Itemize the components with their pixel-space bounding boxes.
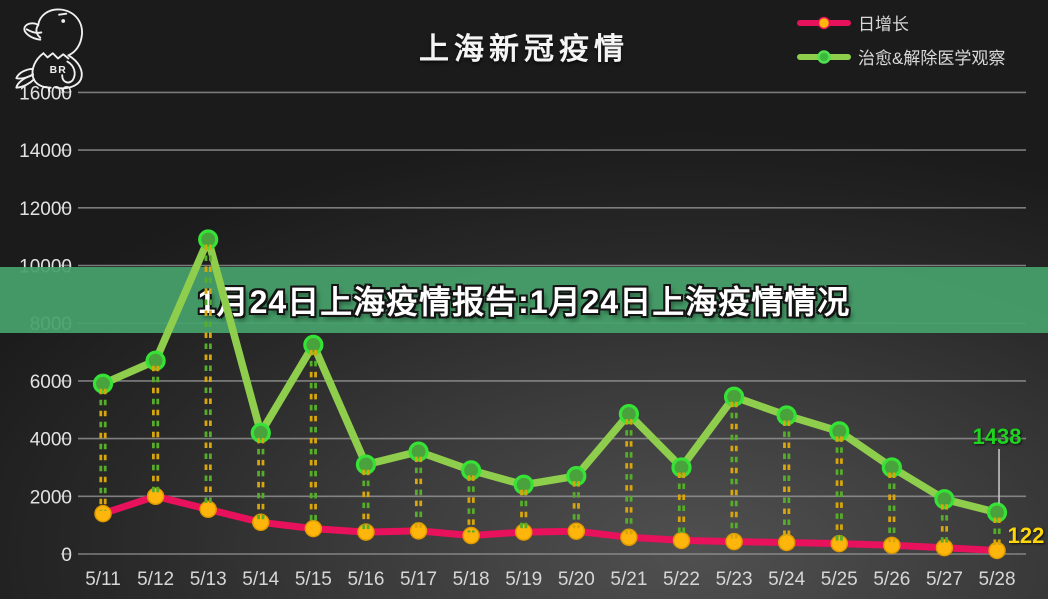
x-tick-label: 5/14	[242, 569, 279, 590]
legend-label-cured: 治愈&解除医学观察	[858, 49, 1006, 68]
x-tick-label: 5/27	[926, 569, 963, 590]
parrot-foot	[61, 87, 72, 92]
parrot-head	[23, 8, 83, 57]
data-point-cured	[145, 350, 166, 371]
data-point-daily-increase	[357, 523, 375, 541]
series-line-daily-increase	[99, 492, 1001, 554]
data-point-cured	[776, 405, 797, 426]
data-point-daily-increase	[146, 487, 165, 506]
y-tick-label: 0	[61, 545, 72, 566]
legend-item-daily-increase: 日增长	[796, 10, 1005, 35]
data-point-cured	[198, 229, 219, 250]
x-tick-label: 5/15	[295, 569, 332, 590]
chart-title: 上海新冠疫情	[419, 33, 629, 66]
parrot-foot	[48, 86, 57, 92]
chart-legend: 日增长 治愈&解除医学观察	[796, 10, 1005, 69]
data-point-daily-increase	[620, 528, 638, 547]
parrot-chest-letters: BR	[50, 65, 67, 76]
parrot-logo-icon: BR	[15, 8, 83, 92]
data-point-daily-increase	[514, 523, 533, 541]
headline-text: 1月24日上海疫情报告:1月24日上海疫情情况	[197, 284, 851, 320]
data-point-daily-increase	[830, 534, 849, 553]
data-point-cured	[723, 386, 745, 407]
x-tick-label: 5/20	[558, 569, 595, 590]
x-tick-label: 5/28	[979, 569, 1016, 590]
data-point-cured	[934, 489, 955, 510]
legend-marker-daily-increase-icon	[797, 16, 851, 29]
data-point-cured	[461, 460, 482, 481]
data-point-daily-increase	[725, 532, 743, 551]
headline-banner: 1月24日上海疫情报告:1月24日上海疫情情况	[0, 267, 1048, 333]
y-tick-label: 6000	[30, 372, 72, 393]
series-line-cured	[99, 235, 1001, 517]
data-point-daily-increase	[988, 541, 1006, 560]
parrot-eye	[61, 19, 66, 23]
data-point-daily-increase	[409, 522, 428, 540]
y-tick-label: 12000	[19, 199, 72, 220]
data-point-cured	[250, 422, 271, 443]
parrot-mouth	[25, 28, 43, 34]
data-point-cured	[303, 334, 324, 355]
x-tick-label: 5/13	[190, 569, 227, 590]
data-point-cured	[671, 457, 692, 478]
parrot-wing	[61, 60, 76, 84]
x-tick-label: 5/21	[610, 569, 647, 590]
x-tick-label: 5/12	[137, 569, 174, 590]
x-tick-label: 5/22	[663, 569, 700, 590]
data-point-daily-increase	[883, 536, 901, 555]
data-point-cured	[92, 373, 114, 394]
legend-label-daily-increase: 日增长	[858, 15, 909, 34]
x-tick-label: 5/16	[347, 569, 384, 590]
data-point-cured	[881, 457, 902, 478]
data-point-daily-increase	[777, 533, 796, 552]
data-point-cured	[829, 421, 850, 442]
x-tick-label: 5/24	[768, 569, 805, 590]
x-tick-label: 5/26	[873, 569, 910, 590]
x-tick-label: 5/18	[453, 569, 490, 590]
data-point-cured	[618, 403, 640, 425]
y-tick-label: 4000	[30, 430, 72, 451]
data-point-daily-increase	[567, 522, 586, 540]
x-tick-label: 5/25	[821, 569, 858, 590]
data-point-daily-increase	[199, 500, 217, 519]
parrot-tail-feather	[15, 67, 34, 80]
data-point-cured	[513, 474, 534, 495]
x-tick-label: 5/17	[400, 569, 437, 590]
x-tick-label: 5/19	[505, 569, 542, 590]
legend-marker-cured-icon	[797, 49, 851, 64]
data-point-cured	[355, 454, 377, 475]
data-point-cured	[986, 502, 1008, 523]
parrot-body-right	[54, 54, 83, 90]
end-value-label-cured: 1438	[972, 424, 1022, 449]
data-point-cured	[408, 441, 429, 462]
data-point-daily-increase	[94, 504, 112, 523]
data-point-daily-increase	[672, 531, 691, 550]
y-tick-label: 14000	[19, 141, 72, 162]
parrot-neck	[42, 52, 70, 60]
x-tick-label: 5/23	[716, 569, 753, 590]
end-value-label-daily: 122	[1007, 523, 1045, 548]
parrot-brow	[58, 12, 68, 16]
data-point-daily-increase	[462, 526, 480, 545]
parrot-tail-feather	[15, 74, 35, 89]
parrot-beak	[35, 24, 42, 39]
parrot-body-left	[31, 52, 52, 89]
data-point-daily-increase	[304, 519, 323, 538]
y-tick-label: 2000	[30, 487, 72, 508]
data-point-daily-increase	[252, 513, 270, 532]
legend-item-cured: 治愈&解除医学观察	[796, 44, 1005, 69]
data-point-cured	[566, 466, 587, 487]
x-tick-label: 5/11	[85, 569, 121, 590]
data-point-daily-increase	[935, 538, 954, 557]
